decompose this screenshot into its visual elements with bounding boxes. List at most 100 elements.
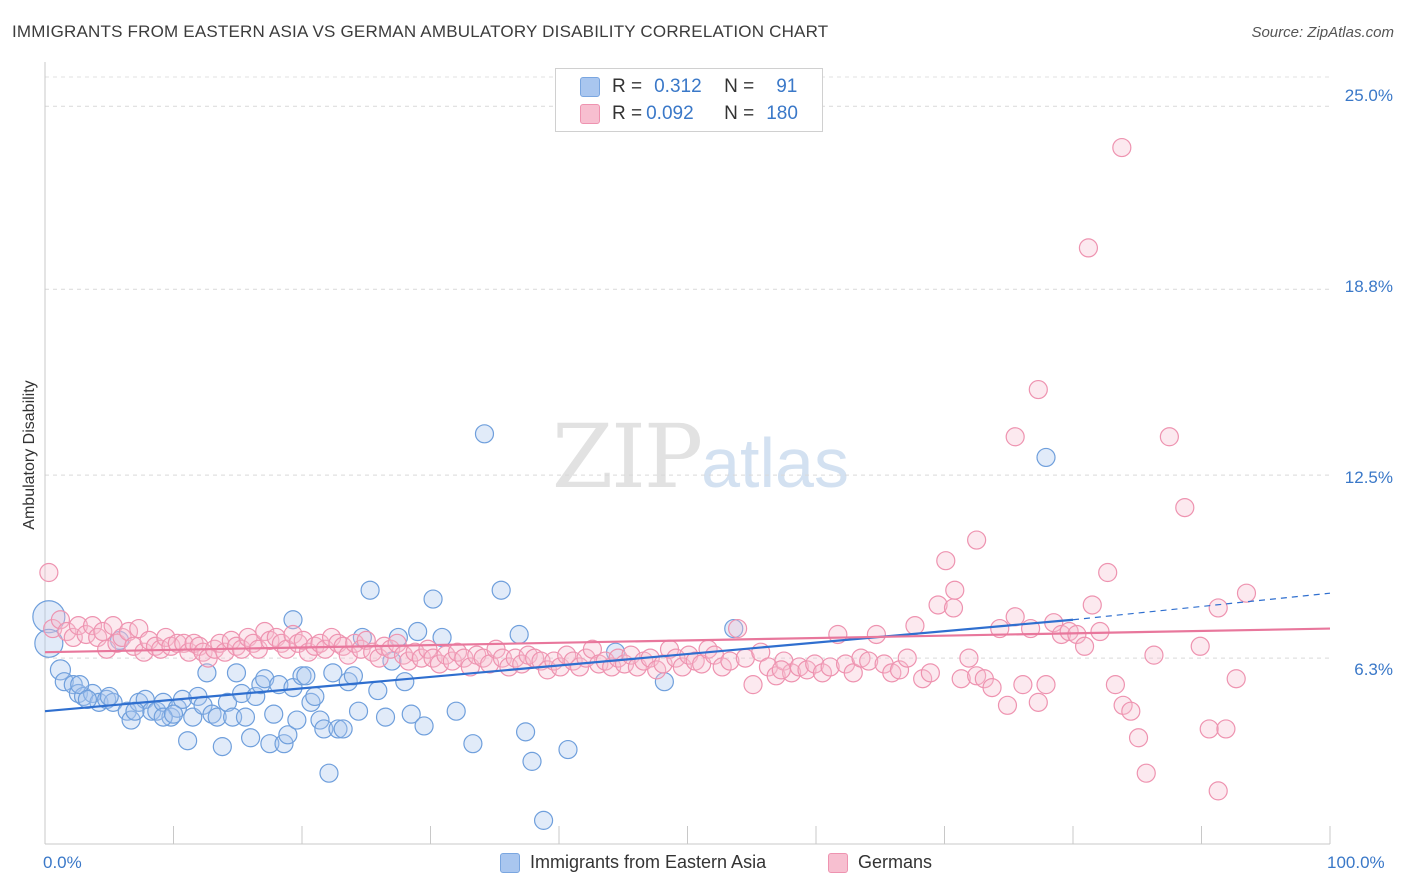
trendline-eastern-asia-extension bbox=[1072, 592, 1331, 621]
point-germans bbox=[882, 663, 902, 683]
bottom-legend-swatch-pink bbox=[828, 852, 848, 873]
point-germans bbox=[828, 624, 848, 645]
point-germans bbox=[50, 610, 71, 630]
point-germans bbox=[967, 666, 987, 686]
point-germans bbox=[1098, 562, 1118, 583]
point-germans bbox=[1236, 583, 1257, 603]
point-eastern-asia bbox=[296, 666, 316, 686]
point-eastern-asia bbox=[343, 666, 363, 686]
point-germans bbox=[97, 639, 117, 659]
point-eastern-asia bbox=[319, 763, 339, 783]
point-germans bbox=[1159, 427, 1179, 447]
source-note: Source: ZipAtlas.com bbox=[1251, 24, 1394, 41]
point-germans bbox=[1078, 238, 1099, 258]
watermark-zip: ZIP bbox=[552, 405, 703, 508]
point-eastern-asia bbox=[305, 686, 325, 707]
point-germans bbox=[1216, 719, 1236, 739]
point-germans bbox=[1144, 645, 1164, 665]
legend: R = 0.312 N = 91 R = 0.092 N = 180 bbox=[555, 68, 823, 132]
point-eastern-asia bbox=[1036, 447, 1056, 468]
point-eastern-asia bbox=[163, 704, 184, 724]
point-germans bbox=[913, 669, 933, 689]
point-germans bbox=[82, 616, 103, 636]
point-eastern-asia bbox=[202, 704, 222, 724]
point-germans bbox=[905, 616, 925, 636]
bottom-legend-germans: Germans bbox=[828, 852, 932, 873]
point-germans bbox=[728, 618, 748, 639]
watermark: ZIPatlas bbox=[552, 405, 849, 508]
point-germans bbox=[820, 657, 840, 677]
point-eastern-asia bbox=[217, 692, 238, 712]
point-germans bbox=[997, 695, 1018, 715]
point-germans bbox=[1059, 621, 1079, 642]
point-eastern-asia bbox=[34, 628, 64, 658]
point-germans bbox=[1028, 379, 1048, 400]
point-eastern-asia bbox=[395, 672, 415, 692]
point-eastern-asia bbox=[235, 707, 256, 727]
point-germans bbox=[134, 642, 154, 662]
point-germans bbox=[1208, 781, 1228, 801]
point-eastern-asia bbox=[32, 600, 66, 634]
point-germans bbox=[843, 663, 863, 683]
point-germans bbox=[720, 651, 740, 671]
point-germans bbox=[866, 624, 886, 645]
point-eastern-asia bbox=[241, 728, 261, 748]
point-eastern-asia bbox=[522, 751, 542, 771]
legend-swatch-pink bbox=[580, 104, 600, 124]
bottom-legend-label: Germans bbox=[858, 852, 933, 872]
point-eastern-asia bbox=[178, 731, 198, 751]
bottom-legend-label: Immigrants from Eastern Asia bbox=[530, 852, 767, 872]
point-germans bbox=[193, 642, 213, 662]
point-germans bbox=[1074, 636, 1095, 656]
point-eastern-asia bbox=[207, 707, 227, 727]
y-tick-label: 6.3% bbox=[1354, 660, 1393, 679]
point-germans bbox=[156, 627, 176, 648]
legend-r-label: R = bbox=[612, 76, 643, 97]
point-eastern-asia bbox=[375, 707, 396, 727]
legend-r-label: R = bbox=[612, 103, 643, 124]
point-germans bbox=[179, 642, 199, 662]
point-eastern-asia bbox=[515, 722, 536, 742]
point-eastern-asia bbox=[333, 719, 353, 739]
point-germans bbox=[897, 648, 917, 668]
point-eastern-asia bbox=[255, 669, 275, 689]
point-germans bbox=[851, 648, 871, 668]
point-germans bbox=[889, 660, 910, 680]
point-germans bbox=[1112, 137, 1132, 158]
point-germans bbox=[293, 630, 313, 650]
point-germans bbox=[766, 666, 786, 686]
point-eastern-asia bbox=[414, 716, 434, 736]
point-germans bbox=[255, 621, 275, 642]
point-germans bbox=[1175, 497, 1195, 518]
point-eastern-asia bbox=[509, 624, 529, 645]
point-germans bbox=[1036, 675, 1056, 695]
legend-r-value: 0.092 bbox=[646, 103, 694, 124]
point-germans bbox=[982, 677, 1002, 698]
point-germans bbox=[936, 551, 956, 571]
point-eastern-asia bbox=[278, 725, 298, 745]
point-germans bbox=[1136, 763, 1156, 783]
legend-n-label: N = bbox=[724, 76, 755, 97]
point-germans bbox=[1128, 728, 1149, 748]
point-eastern-asia bbox=[463, 734, 483, 754]
point-germans bbox=[712, 657, 732, 677]
x-tick-label-min: 0.0% bbox=[43, 853, 82, 872]
point-germans bbox=[1113, 695, 1133, 715]
trendline-eastern-asia bbox=[44, 618, 1074, 713]
point-germans bbox=[951, 669, 971, 689]
point-germans bbox=[39, 562, 59, 583]
point-eastern-asia bbox=[260, 734, 280, 754]
point-eastern-asia bbox=[77, 689, 98, 710]
y-tick-label: 12.5% bbox=[1344, 468, 1393, 487]
point-germans bbox=[797, 660, 817, 680]
point-eastern-asia bbox=[558, 739, 578, 760]
point-germans bbox=[1208, 598, 1228, 618]
x-tick-label-max: 100.0% bbox=[1327, 853, 1385, 872]
point-eastern-asia bbox=[212, 737, 232, 757]
point-eastern-asia bbox=[348, 701, 369, 721]
point-germans bbox=[812, 663, 833, 683]
point-germans bbox=[1013, 675, 1033, 695]
point-germans bbox=[920, 663, 940, 683]
point-eastern-asia bbox=[533, 810, 554, 830]
